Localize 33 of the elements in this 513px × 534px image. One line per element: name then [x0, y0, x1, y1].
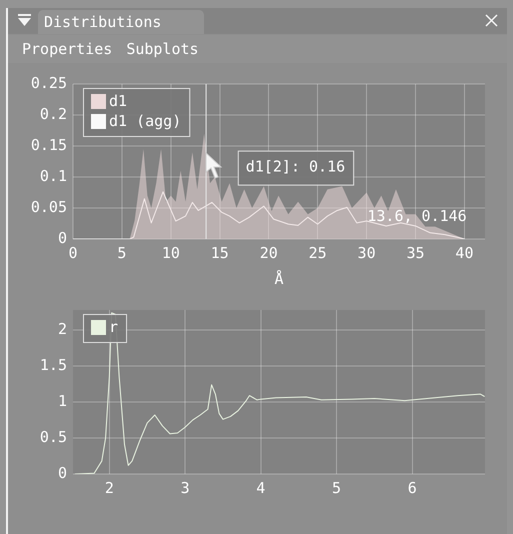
- y-tick-label: 0.15: [30, 136, 67, 154]
- y-tick-label: 1: [58, 392, 67, 410]
- legend-label: d1 (agg): [109, 112, 182, 130]
- x-tick-label: 15: [210, 244, 229, 262]
- x-tick-label: 4: [256, 478, 266, 497]
- x-tick-label: 20: [260, 244, 278, 262]
- text: Properties: [22, 40, 112, 58]
- x-tick-label: 35: [406, 244, 425, 262]
- y-tick-label: 0.2: [40, 104, 67, 123]
- y-tick-label: 0: [58, 228, 67, 247]
- x-tick-label: 25: [308, 244, 327, 262]
- y-tick-label: 1.5: [40, 356, 67, 374]
- x-tick-label: 3: [180, 478, 190, 497]
- y-tick-label: 0: [58, 464, 67, 482]
- annotation: 13.6, 0.146: [367, 207, 467, 226]
- y-tick-label: 0.5: [40, 428, 67, 446]
- x-axis-title: Å: [274, 270, 284, 288]
- x-tick-label: 6: [408, 478, 417, 497]
- x-tick-label: 2: [104, 478, 114, 497]
- y-tick-label: 0.1: [40, 166, 67, 185]
- y-tick-label: 0.05: [30, 198, 67, 216]
- text: Subplots: [126, 40, 199, 58]
- x-tick-label: 5: [117, 244, 126, 262]
- x-tick-label: 5: [332, 478, 342, 497]
- y-tick-label: 0.25: [30, 74, 67, 92]
- annotation: d1[2]: 0.16: [246, 158, 346, 176]
- x-tick-label: 40: [455, 244, 474, 262]
- legend-label: d1: [109, 92, 128, 110]
- x-tick-label: 10: [162, 244, 180, 262]
- y-tick-label: 2: [58, 320, 67, 338]
- chart-title: Distributions: [38, 10, 204, 34]
- legend-label: r: [109, 318, 118, 336]
- x-tick-label: 30: [358, 244, 376, 262]
